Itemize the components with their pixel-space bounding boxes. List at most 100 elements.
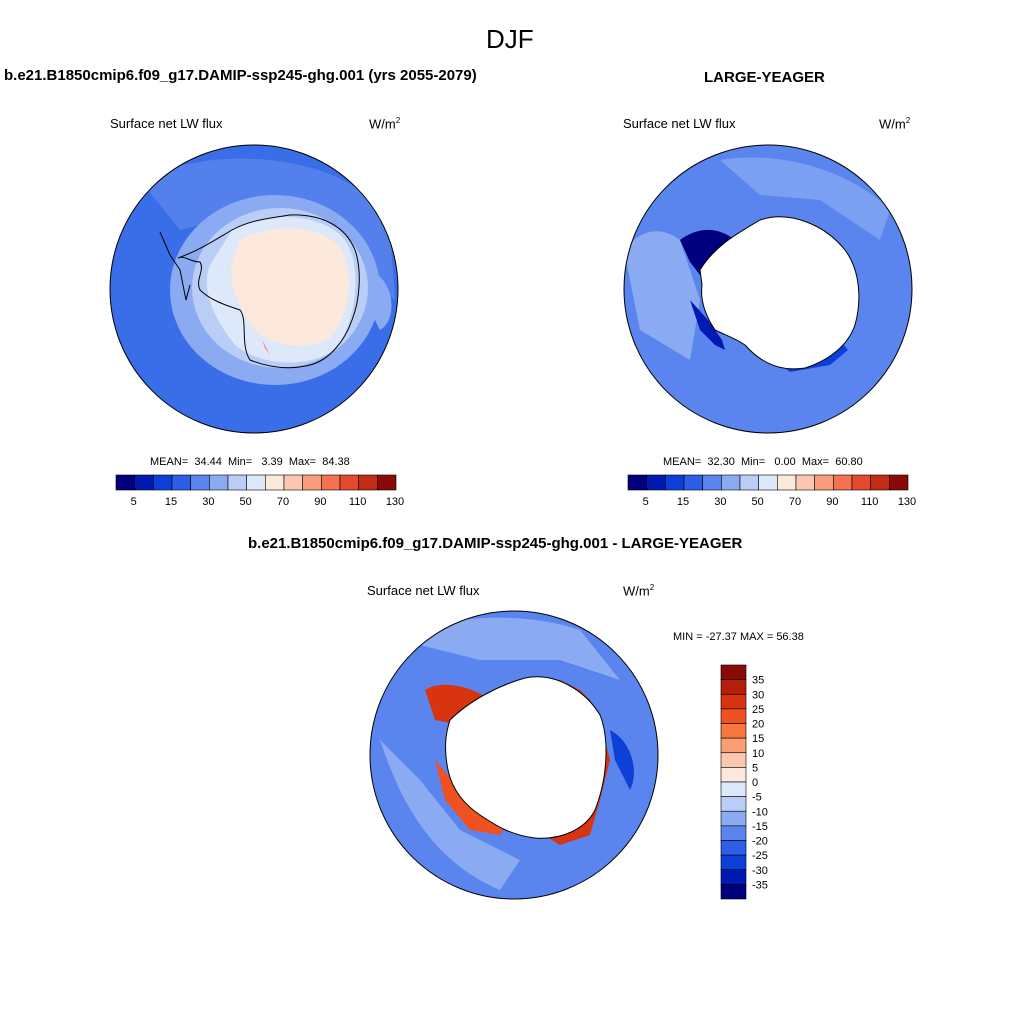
colorbar-tick-label: 130	[898, 496, 916, 508]
colorbar-swatch	[720, 796, 747, 812]
colorbar-swatch	[720, 737, 747, 754]
colorbar-swatch	[683, 474, 703, 491]
panel1-map-border	[109, 144, 399, 434]
colorbar-swatch	[665, 474, 685, 491]
colorbar-swatch	[246, 474, 266, 491]
colorbar-swatch	[265, 474, 285, 491]
colorbar-swatch	[702, 474, 722, 491]
colorbar-tick-label: 50	[752, 496, 764, 508]
panel3-map	[370, 611, 658, 899]
colorbar-swatch	[720, 693, 747, 710]
colorbar-tick-label: -5	[752, 792, 762, 804]
panel3-units: W/m2	[623, 583, 655, 599]
colorbar-swatch	[227, 474, 247, 491]
colorbar-tick-label: 30	[714, 496, 726, 508]
colorbar-tick-label: -20	[752, 836, 768, 848]
colorbar-swatch	[720, 664, 747, 680]
colorbar-swatch	[777, 474, 797, 491]
colorbar-swatch	[739, 474, 759, 491]
colorbar-tick-label: 50	[240, 496, 252, 508]
colorbar-tick-label: 35	[752, 675, 764, 687]
colorbar-swatch	[115, 474, 135, 491]
panel1-units: W/m2	[369, 116, 401, 132]
colorbar-swatch	[721, 474, 741, 491]
colorbar-swatch	[171, 474, 191, 491]
panel1-colorbar: 5 15 30 50 70 90 110 130	[115, 474, 404, 508]
colorbar-swatch	[627, 474, 647, 491]
colorbar-tick-label: 110	[861, 496, 879, 508]
panel3-variable: Surface net LW flux	[367, 583, 480, 598]
colorbar-tick-label: 25	[752, 704, 764, 716]
colorbar-swatch	[209, 474, 229, 491]
panel2-variable: Surface net LW flux	[623, 116, 736, 131]
colorbar-tick-label: -30	[752, 865, 768, 877]
colorbar-tick-label: 15	[752, 733, 764, 745]
colorbar-tick-label: 15	[677, 496, 689, 508]
panel3-colorbar: 35 30 25 20 15 10 5 0 -5 -10 -15 -20 -25 -30 -35	[720, 664, 768, 900]
colorbar-swatch	[720, 854, 747, 871]
colorbar-swatch	[833, 474, 853, 491]
colorbar-tick-label: -15	[752, 821, 768, 833]
panel1-title: b.e21.B1850cmip6.f09_g17.DAMIP-ssp245-gh…	[4, 67, 477, 84]
colorbar-swatch	[851, 474, 871, 491]
colorbar-swatch	[889, 474, 909, 491]
colorbar-tick-label: 5	[752, 762, 758, 774]
colorbar-swatch	[134, 474, 154, 491]
colorbar-swatch	[646, 474, 666, 491]
colorbar-swatch	[720, 767, 747, 783]
colorbar-swatch	[720, 723, 747, 739]
colorbar-swatch	[720, 708, 747, 724]
colorbar-swatch	[720, 781, 747, 797]
colorbar-tick-label: 10	[752, 748, 764, 760]
panel2-units: W/m2	[879, 116, 911, 132]
colorbar-swatch	[720, 679, 747, 695]
panel2-stats: MEAN= 32.30 Min= 0.00 Max= 60.80	[663, 456, 863, 468]
colorbar-tick-label: -10	[752, 806, 768, 818]
page-title: DJF	[486, 24, 534, 54]
colorbar-tick-label: 20	[752, 719, 764, 731]
colorbar-swatch	[720, 825, 747, 841]
colorbar-swatch	[814, 474, 834, 491]
colorbar-tick-label: 15	[165, 496, 177, 508]
colorbar-swatch	[153, 474, 173, 491]
panel3-minmax: MIN = -27.37 MAX = 56.38	[673, 631, 804, 643]
colorbar-swatch	[283, 474, 303, 491]
colorbar-swatch	[190, 474, 210, 491]
colorbar-tick-label: 0	[752, 777, 758, 789]
colorbar-tick-label: 90	[826, 496, 838, 508]
panel2-map	[624, 145, 912, 433]
colorbar-swatch	[720, 884, 747, 900]
colorbar-tick-label: 70	[789, 496, 801, 508]
colorbar-swatch	[720, 869, 747, 885]
colorbar-tick-label: 30	[752, 689, 764, 701]
colorbar-swatch	[358, 474, 378, 491]
colorbar-swatch	[758, 474, 778, 491]
colorbar-swatch	[339, 474, 359, 491]
panel1-map	[110, 145, 398, 433]
panel3-title: b.e21.B1850cmip6.f09_g17.DAMIP-ssp245-gh…	[248, 535, 743, 552]
colorbar-swatch	[795, 474, 815, 491]
colorbar-swatch	[720, 840, 747, 856]
colorbar-tick-label: -25	[752, 850, 768, 862]
colorbar-swatch	[720, 810, 747, 827]
colorbar-swatch	[302, 474, 322, 491]
colorbar-tick-label: -35	[752, 879, 768, 891]
colorbar-tick-label: 110	[349, 496, 367, 508]
colorbar-swatch	[377, 474, 397, 491]
colorbar-tick-label: 5	[131, 496, 137, 508]
panel1-variable: Surface net LW flux	[110, 116, 223, 131]
panel2-map-border	[623, 144, 913, 434]
panel1-stats: MEAN= 34.44 Min= 3.39 Max= 84.38	[150, 456, 350, 468]
colorbar-swatch	[720, 752, 747, 768]
panel2-title: LARGE-YEAGER	[704, 69, 825, 86]
panel3-map-border	[369, 610, 659, 900]
colorbar-tick-label: 5	[643, 496, 649, 508]
colorbar-tick-label: 130	[386, 496, 404, 508]
colorbar-swatch	[870, 474, 890, 491]
colorbar-swatch	[321, 474, 341, 491]
colorbar-tick-label: 90	[314, 496, 326, 508]
panel2-colorbar: 5 15 30 50 70 90 110 130	[627, 474, 916, 508]
colorbar-tick-label: 70	[277, 496, 289, 508]
colorbar-tick-label: 30	[202, 496, 214, 508]
